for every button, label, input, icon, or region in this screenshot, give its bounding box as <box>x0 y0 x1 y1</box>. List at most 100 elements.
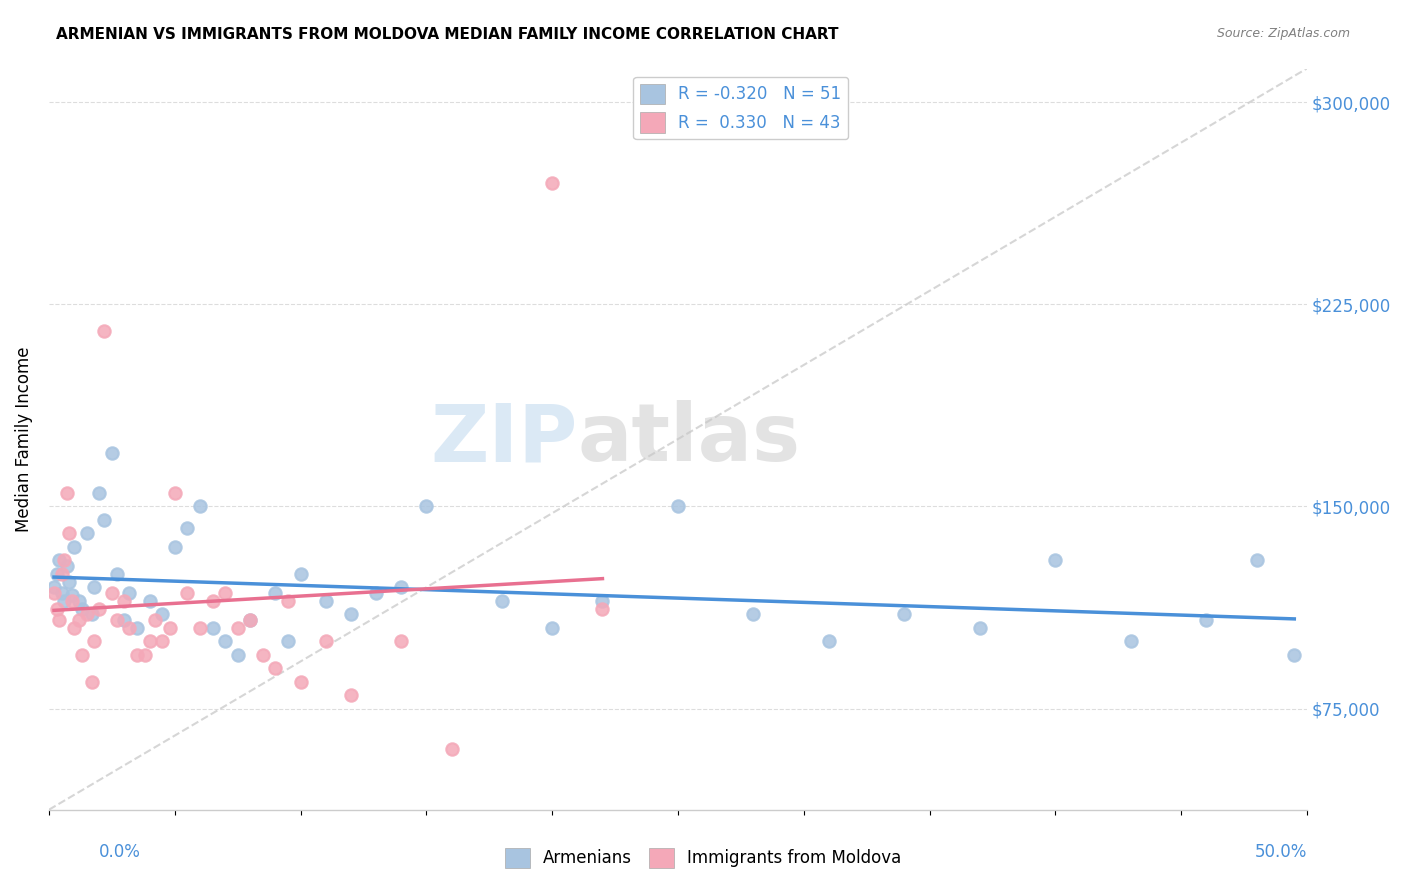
Point <box>340 688 363 702</box>
Point <box>67 594 90 608</box>
Point <box>239 613 262 627</box>
Point <box>48 553 70 567</box>
Point <box>818 634 841 648</box>
Point <box>58 574 80 589</box>
Point <box>101 586 124 600</box>
Point <box>264 586 287 600</box>
Point <box>188 500 211 514</box>
Point <box>1119 634 1142 648</box>
Point <box>118 621 141 635</box>
Point <box>45 566 67 581</box>
Point <box>114 613 136 627</box>
Point <box>60 589 83 603</box>
Point <box>70 648 93 662</box>
Point <box>51 586 73 600</box>
Point <box>1284 648 1306 662</box>
Point <box>201 621 224 635</box>
Point <box>45 602 67 616</box>
Point <box>114 594 136 608</box>
Point <box>150 607 173 622</box>
Point <box>491 594 513 608</box>
Point <box>176 586 198 600</box>
Point <box>176 521 198 535</box>
Point <box>80 674 103 689</box>
Point <box>315 634 337 648</box>
Point <box>83 580 105 594</box>
Point <box>214 634 236 648</box>
Point <box>125 621 148 635</box>
Point <box>893 607 915 622</box>
Point <box>389 634 412 648</box>
Point <box>53 594 76 608</box>
Point <box>76 607 98 622</box>
Point <box>55 558 77 573</box>
Point <box>364 586 387 600</box>
Point <box>60 594 83 608</box>
Point <box>125 648 148 662</box>
Point <box>80 607 103 622</box>
Point <box>138 634 160 648</box>
Point <box>76 526 98 541</box>
Legend: R = -0.320   N = 51, R =  0.330   N = 43: R = -0.320 N = 51, R = 0.330 N = 43 <box>634 77 848 139</box>
Point <box>134 648 156 662</box>
Point <box>277 634 299 648</box>
Point <box>93 324 115 338</box>
Point <box>226 648 249 662</box>
Point <box>67 613 90 627</box>
Point <box>48 613 70 627</box>
Point <box>150 634 173 648</box>
Point <box>53 553 76 567</box>
Point <box>969 621 991 635</box>
Legend: Armenians, Immigrants from Moldova: Armenians, Immigrants from Moldova <box>498 841 908 875</box>
Point <box>666 500 689 514</box>
Point <box>290 566 312 581</box>
Y-axis label: Median Family Income: Median Family Income <box>15 346 32 532</box>
Point <box>389 580 412 594</box>
Text: atlas: atlas <box>578 401 800 478</box>
Point <box>42 586 65 600</box>
Point <box>163 486 186 500</box>
Point <box>591 602 613 616</box>
Point <box>188 621 211 635</box>
Text: 0.0%: 0.0% <box>98 843 141 861</box>
Point <box>42 580 65 594</box>
Point <box>239 613 262 627</box>
Point <box>63 621 86 635</box>
Point <box>105 613 128 627</box>
Point <box>89 602 111 616</box>
Text: ZIP: ZIP <box>430 401 578 478</box>
Point <box>591 594 613 608</box>
Point <box>93 513 115 527</box>
Point <box>541 176 564 190</box>
Point <box>226 621 249 635</box>
Point <box>214 586 236 600</box>
Point <box>138 594 160 608</box>
Point <box>101 445 124 459</box>
Point <box>440 742 463 756</box>
Point <box>252 648 274 662</box>
Point <box>277 594 299 608</box>
Text: Source: ZipAtlas.com: Source: ZipAtlas.com <box>1216 27 1350 40</box>
Point <box>201 594 224 608</box>
Point <box>1045 553 1067 567</box>
Point <box>290 674 312 689</box>
Point <box>143 613 166 627</box>
Point <box>340 607 363 622</box>
Point <box>264 661 287 675</box>
Point <box>89 486 111 500</box>
Point <box>70 602 93 616</box>
Point <box>159 621 181 635</box>
Point <box>315 594 337 608</box>
Point <box>51 566 73 581</box>
Text: 50.0%: 50.0% <box>1256 843 1308 861</box>
Point <box>83 634 105 648</box>
Point <box>541 621 564 635</box>
Point <box>742 607 765 622</box>
Point <box>55 486 77 500</box>
Point <box>1195 613 1218 627</box>
Point <box>105 566 128 581</box>
Point <box>415 500 437 514</box>
Point <box>163 540 186 554</box>
Point <box>118 586 141 600</box>
Point <box>58 526 80 541</box>
